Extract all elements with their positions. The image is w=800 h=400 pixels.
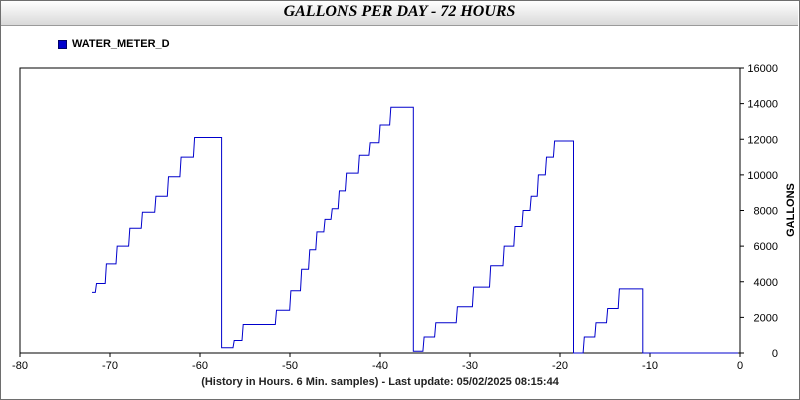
x-tick-label: -20 bbox=[552, 360, 568, 372]
y-tick-label: 4000 bbox=[754, 277, 778, 289]
x-axis: -80 -70 -60 -50 -40 -30 -20 -10 0 bbox=[12, 353, 743, 372]
y-tick-label: 14000 bbox=[747, 99, 778, 111]
title-bar: GALLONS PER DAY - 72 HOURS bbox=[1, 1, 798, 26]
plot-area bbox=[19, 67, 741, 354]
y-axis-label: GALLONS bbox=[785, 183, 797, 237]
x-tick-label: -50 bbox=[282, 360, 298, 372]
y-tick-label: 8000 bbox=[754, 206, 778, 218]
legend-swatch-water-meter-d bbox=[58, 39, 67, 49]
chart-title: GALLONS PER DAY - 72 HOURS bbox=[283, 3, 516, 20]
y-tick-label: 10000 bbox=[747, 170, 778, 182]
x-tick-label: -30 bbox=[462, 360, 478, 372]
x-tick-label: -40 bbox=[372, 360, 388, 372]
x-tick-label: -70 bbox=[102, 360, 118, 372]
x-tick-label: -60 bbox=[192, 360, 208, 372]
x-tick-label: -80 bbox=[12, 360, 28, 372]
series-line-water-meter-d bbox=[92, 106, 739, 354]
y-tick-label: 6000 bbox=[754, 241, 778, 253]
x-tick-label: 0 bbox=[737, 360, 743, 372]
y-tick-label: 0 bbox=[772, 348, 778, 360]
y-tick-label: 2000 bbox=[754, 312, 778, 324]
y-axis: 0 2000 4000 6000 8000 10000 12000 14000 16000 bbox=[740, 63, 778, 360]
legend: WATER_METER_D bbox=[58, 38, 170, 50]
x-tick-label: -10 bbox=[642, 360, 658, 372]
y-tick-label: 12000 bbox=[747, 134, 778, 146]
legend-label-water-meter-d: WATER_METER_D bbox=[72, 38, 170, 50]
y-tick-label: 16000 bbox=[747, 63, 778, 75]
x-axis-label: (History in Hours. 6 Min. samples) - Las… bbox=[201, 376, 559, 388]
